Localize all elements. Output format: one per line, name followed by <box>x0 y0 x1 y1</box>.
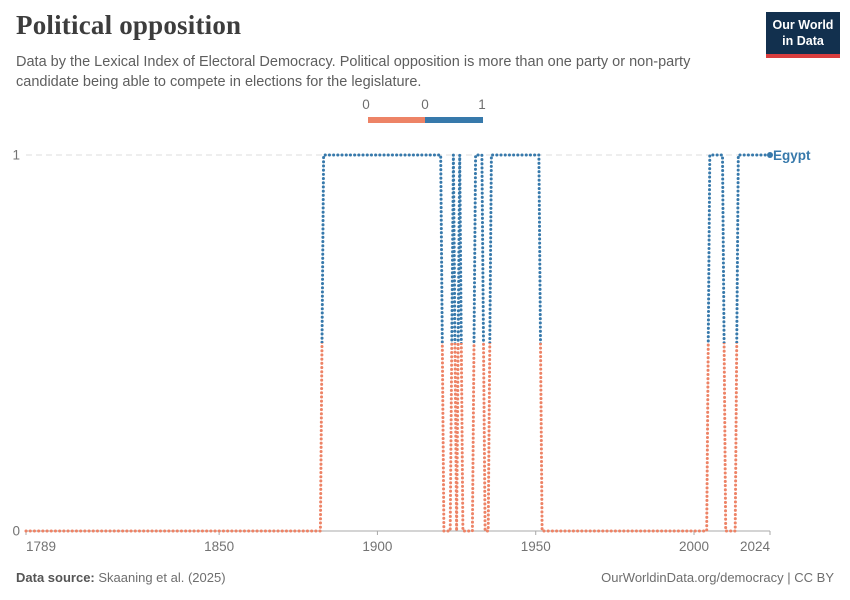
legend-label-one: 1 <box>478 97 486 112</box>
series-label-egypt[interactable]: Egypt <box>773 148 811 163</box>
legend-swatch-value0[interactable] <box>368 117 425 123</box>
line-end-marker <box>767 152 773 158</box>
data-source-label: Data source: <box>16 570 95 585</box>
x-tick-label: 1850 <box>204 539 234 554</box>
credit-link[interactable]: OurWorldinData.org/democracy | CC BY <box>601 570 834 585</box>
data-source-text: Skaaning et al. (2025) <box>94 570 226 585</box>
legend-label-mid: 0 <box>421 97 429 112</box>
x-tick-label: 1950 <box>521 539 551 554</box>
legend-label-zero: 0 <box>362 97 370 112</box>
owid-logo[interactable]: Our World in Data <box>766 12 840 59</box>
x-tick-label: 1900 <box>362 539 392 554</box>
x-tick-label: 1789 <box>26 539 56 554</box>
egypt-line-value1[interactable] <box>26 153 772 531</box>
page-title: Political opposition <box>16 10 242 40</box>
data-source: Data source: Skaaning et al. (2025) <box>16 570 226 585</box>
y-tick-label: 1 <box>12 148 20 163</box>
x-tick-label: 2000 <box>679 539 709 554</box>
x-tick-label: 2024 <box>740 539 771 554</box>
legend-swatch-value1[interactable] <box>425 117 483 123</box>
chart-subtitle: Data by the Lexical Index of Electoral D… <box>16 52 690 92</box>
subtitle-line-2: candidate being able to compete in elect… <box>16 74 422 90</box>
y-tick-label: 0 <box>12 524 20 539</box>
logo-line-1: Our World <box>772 18 834 32</box>
subtitle-line-1: Data by the Lexical Index of Electoral D… <box>16 54 691 70</box>
logo-line-2: in Data <box>782 33 824 48</box>
egypt-line-value0[interactable] <box>24 155 770 533</box>
